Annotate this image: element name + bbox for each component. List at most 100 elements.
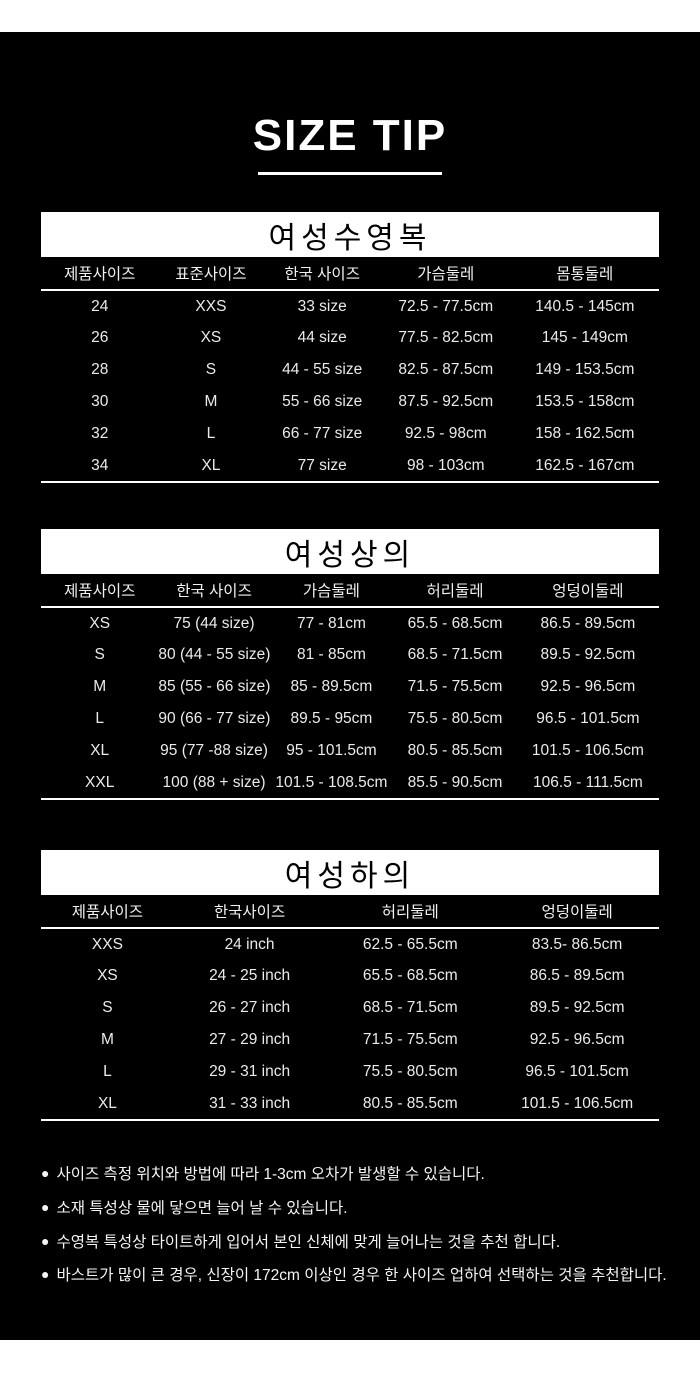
- table-cell: 89.5 - 92.5cm: [529, 999, 625, 1017]
- table-cell: XL: [97, 1094, 117, 1112]
- table-cell: 71.5 - 75.5cm: [407, 678, 503, 696]
- table-row: XXL 100 (88 + size) 101.5 - 108.5cm 85.5 - …: [41, 767, 659, 799]
- table-row: 28 S 44 - 55 size 82.5 - 87.5cm 149 - 153.5c…: [41, 354, 659, 386]
- table-cell: 32: [91, 425, 109, 443]
- table-cell: XS: [200, 329, 222, 347]
- table-cell: 100 (88 + size): [162, 773, 266, 791]
- table-header-cell: 한국사이즈: [173, 895, 326, 930]
- table-cell: 101.5 - 106.5cm: [521, 1094, 634, 1112]
- table-cell: L: [103, 1063, 112, 1081]
- table-cell: 96.5 - 101.5cm: [525, 1063, 629, 1081]
- table-cell: 24 - 25 inch: [209, 967, 291, 985]
- table-cell: 92.5 - 98cm: [404, 425, 487, 443]
- table-row: XS 75 (44 size) 77 - 81cm 65.5 - 68.5cm 86.5…: [41, 607, 659, 639]
- table-cell: 87.5 - 92.5cm: [398, 393, 494, 411]
- table-row: 32 L 66 - 77 size 92.5 - 98cm 158 - 162.5cm: [41, 418, 659, 450]
- table-cell: XL: [90, 742, 110, 760]
- table-header-cell: 한국 사이즈: [263, 257, 381, 292]
- table-row: L 29 - 31 inch 75.5 - 80.5cm 96.5 - 101.5cm: [41, 1056, 659, 1088]
- bottom-table-title: 여성하의: [41, 850, 659, 896]
- table-cell: 85 (55 - 66 size): [158, 678, 271, 696]
- table-cell: 149 - 153.5cm: [535, 361, 635, 379]
- table-header-cell: 제품사이즈: [41, 895, 174, 930]
- top-white-strip: [0, 0, 700, 32]
- table-cell: 26 - 27 inch: [209, 999, 291, 1017]
- bullet-icon: ●: [41, 1232, 50, 1249]
- top-size-table: 제품사이즈 한국 사이즈 가슴둘레 허리둘레 엉덩이둘레 XS 75 (44 size) 7…: [41, 574, 659, 801]
- table-cell: 106.5 - 111.5cm: [533, 773, 643, 791]
- swimsuit-table-title: 여성수영복: [41, 212, 659, 258]
- table-cell: 68.5 - 71.5cm: [407, 646, 503, 664]
- table-cell: 44 size: [297, 329, 347, 347]
- table-cell: 55 - 66 size: [282, 393, 363, 411]
- table-header-cell: 허리둘레: [325, 895, 496, 930]
- table-cell: 140.5 - 145cm: [535, 297, 635, 315]
- bullet-icon: ●: [41, 1165, 50, 1182]
- table-cell: XS: [97, 967, 118, 985]
- table-cell: XXS: [195, 297, 227, 315]
- note-text: 소재 특성상 물에 닿으면 늘어 날 수 있습니다.: [56, 1199, 348, 1217]
- table-cell: 95 - 101.5cm: [286, 742, 377, 760]
- table-header-cell: 제품사이즈: [41, 574, 159, 609]
- table-cell: 158 - 162.5cm: [535, 425, 635, 443]
- table-cell: S: [94, 646, 105, 664]
- bottom-size-table: 제품사이즈 한국사이즈 허리둘레 엉덩이둘레 XXS 24 inch 62.5 - 65.…: [41, 895, 659, 1122]
- table-cell: 24: [91, 297, 109, 315]
- table-cell: 145 - 149cm: [541, 329, 628, 347]
- table-row: XL 31 - 33 inch 80.5 - 85.5cm 101.5 - 106.5…: [41, 1088, 659, 1120]
- note-text: 사이즈 측정 위치와 방법에 따라 1-3cm 오차가 발생할 수 있습니다.: [56, 1166, 485, 1184]
- bottom-white-strip: [0, 1340, 700, 1376]
- top-table-title: 여성상의: [41, 529, 659, 575]
- table-cell: 72.5 - 77.5cm: [398, 297, 494, 315]
- table-cell: 77 - 81cm: [296, 614, 366, 632]
- table-cell: XS: [89, 614, 111, 632]
- table-cell: 77 size: [297, 456, 347, 474]
- table-cell: 92.5 - 96.5cm: [529, 1031, 625, 1049]
- table-title-text: 여성상의: [284, 538, 416, 572]
- table-cell: 95 (77 -88 size): [160, 742, 268, 760]
- table-header-cell: 가슴둘레: [269, 574, 394, 609]
- table-cell: L: [95, 710, 105, 728]
- table-cell: 96.5 - 101.5cm: [536, 710, 640, 728]
- table-cell: 65.5 - 68.5cm: [407, 614, 503, 632]
- table-cell: 29 - 31 inch: [209, 1063, 291, 1081]
- table-cell: XXL: [85, 773, 115, 791]
- table-cell: 44 - 55 size: [282, 361, 363, 379]
- swimsuit-size-table: 제품사이즈 표준사이즈 한국 사이즈 가슴둘레 몸통둘레 24 XXS 33 size 72.…: [41, 257, 659, 484]
- table-cell: 81 - 85cm: [296, 646, 366, 664]
- table-header-cell: 한국 사이즈: [158, 574, 270, 609]
- table-row: M 27 - 29 inch 71.5 - 75.5cm 92.5 - 96.5cm: [41, 1024, 659, 1056]
- table-cell: 33 size: [297, 297, 347, 315]
- top-size-section: 여성상의 제품사이즈 한국 사이즈 가슴둘레 허리둘레 엉덩이둘레 XS 75 (44 s…: [41, 529, 659, 801]
- table-cell: 89.5 - 95cm: [290, 710, 373, 728]
- table-header-cell: 표준사이즈: [158, 257, 264, 292]
- table-cell: S: [205, 361, 217, 379]
- table-header-row: 제품사이즈 한국사이즈 허리둘레 엉덩이둘레: [41, 895, 659, 930]
- bottom-size-section: 여성하의 제품사이즈 한국사이즈 허리둘레 엉덩이둘레 XXS 24 inch 62.5 …: [41, 850, 659, 1122]
- table-cell: S: [102, 999, 113, 1017]
- table-cell: 153.5 - 158cm: [535, 393, 635, 411]
- table-cell: XXS: [91, 935, 123, 953]
- table-title-text: 여성수영복: [268, 221, 432, 255]
- table-header-cell: 허리둘레: [393, 574, 517, 609]
- note-item: ● 소재 특성상 물에 닿으면 늘어 날 수 있습니다.: [41, 1199, 680, 1219]
- table-cell: 80.5 - 85.5cm: [362, 1094, 458, 1112]
- swimsuit-size-section: 여성수영복 제품사이즈 표준사이즈 한국 사이즈 가슴둘레 몸통둘레 24 XXS 33 s…: [41, 212, 659, 484]
- table-cell: XL: [201, 456, 221, 474]
- table-cell: 101.5 - 108.5cm: [275, 773, 388, 791]
- table-title-text: 여성하의: [284, 859, 416, 893]
- table-cell: M: [100, 1031, 114, 1049]
- table-header-cell: 엉덩이둘레: [495, 895, 659, 930]
- table-cell: 77.5 - 82.5cm: [398, 329, 494, 347]
- note-item: ● 사이즈 측정 위치와 방법에 따라 1-3cm 오차가 발생할 수 있습니다.: [41, 1165, 680, 1185]
- page-title: SIZE TIP: [252, 111, 448, 160]
- table-cell: 83.5- 86.5cm: [531, 935, 623, 953]
- bullet-icon: ●: [41, 1198, 50, 1215]
- note-item: ● 수영복 특성상 타이트하게 입어서 본인 신체에 맞게 늘어나는 것을 추천 …: [41, 1233, 680, 1253]
- table-row: M 85 (55 - 66 size) 85 - 89.5cm 71.5 - 75.5…: [41, 671, 659, 703]
- table-cell: 27 - 29 inch: [209, 1031, 291, 1049]
- table-row: 30 M 55 - 66 size 87.5 - 92.5cm 153.5 - 158c…: [41, 386, 659, 418]
- table-row: XS 24 - 25 inch 65.5 - 68.5cm 86.5 - 89.5cm: [41, 960, 659, 992]
- table-cell: 82.5 - 87.5cm: [398, 361, 494, 379]
